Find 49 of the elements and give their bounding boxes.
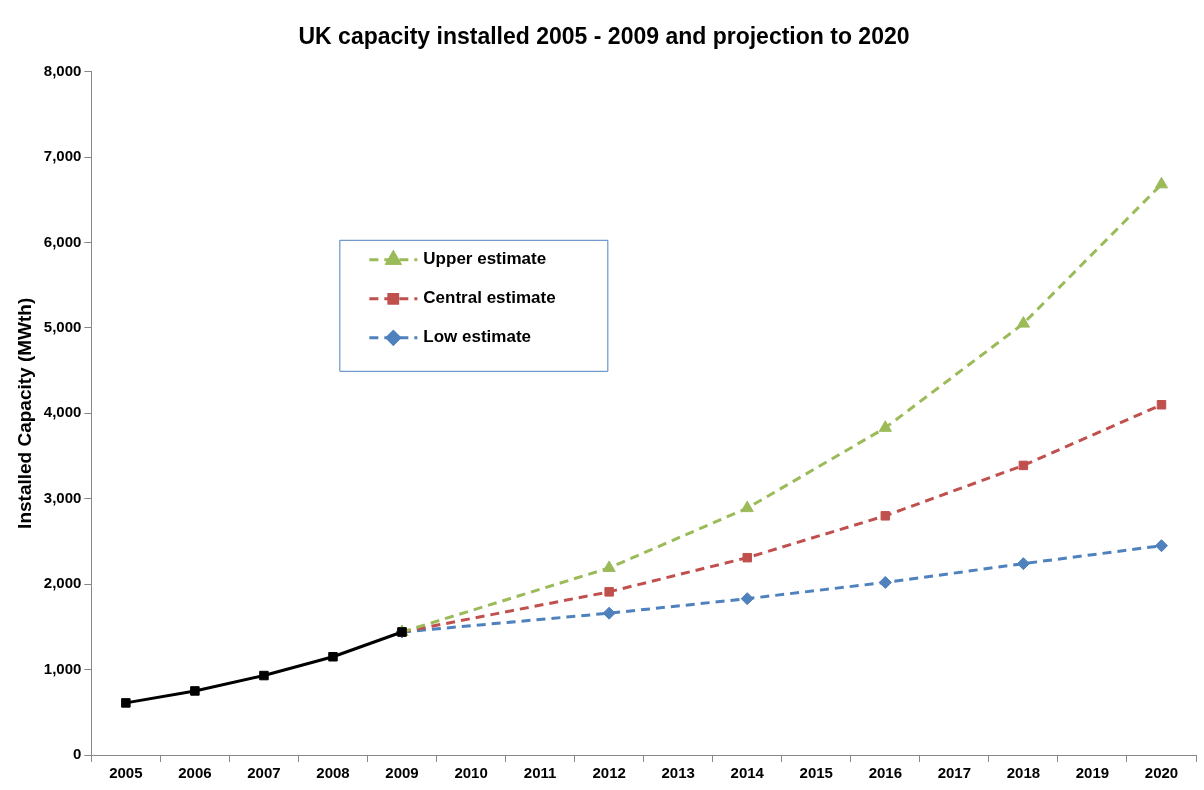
- x-tick-label: 2014: [730, 764, 765, 782]
- x-tick-label: 2012: [592, 764, 626, 782]
- x-tick-label: 2015: [799, 764, 833, 782]
- x-tick-label: 2006: [178, 764, 212, 782]
- point: [740, 500, 754, 513]
- point: [1154, 539, 1168, 553]
- x-tick-label: 2019: [1075, 764, 1110, 782]
- point: [1156, 400, 1167, 410]
- x-tick-label: 2018: [1006, 764, 1041, 782]
- x-tick-label: 2008: [316, 764, 350, 782]
- x-tick-label: 2010: [454, 764, 488, 782]
- y-tick-label: 8,000: [43, 61, 82, 79]
- x-tick-label: 2009: [385, 764, 419, 782]
- y-tick-label: 5,000: [43, 318, 82, 336]
- y-tick-label: 0: [72, 745, 82, 763]
- point: [1016, 557, 1030, 571]
- x-tick-label: 2005: [109, 764, 143, 782]
- y-tick-label: 1,000: [43, 659, 82, 677]
- x-tick-label: 2011: [523, 764, 557, 782]
- y-axis-title: Installed Capacity (MWth): [13, 297, 35, 529]
- y-tick-label: 2,000: [43, 574, 82, 592]
- legend-label: Low estimate: [423, 327, 532, 347]
- y-tick-label: 3,000: [43, 488, 82, 506]
- x-tick-label: 2020: [1144, 764, 1179, 782]
- point: [602, 560, 616, 572]
- point: [742, 552, 752, 563]
- y-tick-label: 4,000: [43, 403, 82, 421]
- legend-label: Upper estimate: [423, 249, 547, 269]
- point: [740, 592, 754, 606]
- point: [259, 670, 269, 681]
- y-tick-label: 7,000: [43, 147, 82, 165]
- point: [880, 511, 891, 521]
- x-tick-label: 2016: [868, 764, 902, 782]
- point: [878, 575, 892, 589]
- legend-label: Central estimate: [423, 288, 556, 308]
- point: [121, 698, 131, 708]
- point: [878, 420, 892, 432]
- x-tick-label: 2013: [661, 764, 695, 782]
- point: [1016, 316, 1030, 328]
- point: [190, 686, 200, 696]
- point: [1018, 460, 1029, 471]
- chart-title: UK capacity installed 2005 - 2009 and projection to 2020: [298, 23, 910, 50]
- point: [1154, 176, 1169, 189]
- point: [604, 587, 614, 597]
- x-tick-label: 2007: [247, 764, 281, 782]
- point: [602, 606, 616, 620]
- x-tick-label: 2017: [937, 764, 972, 782]
- point: [328, 652, 338, 662]
- y-tick-label: 6,000: [43, 232, 82, 250]
